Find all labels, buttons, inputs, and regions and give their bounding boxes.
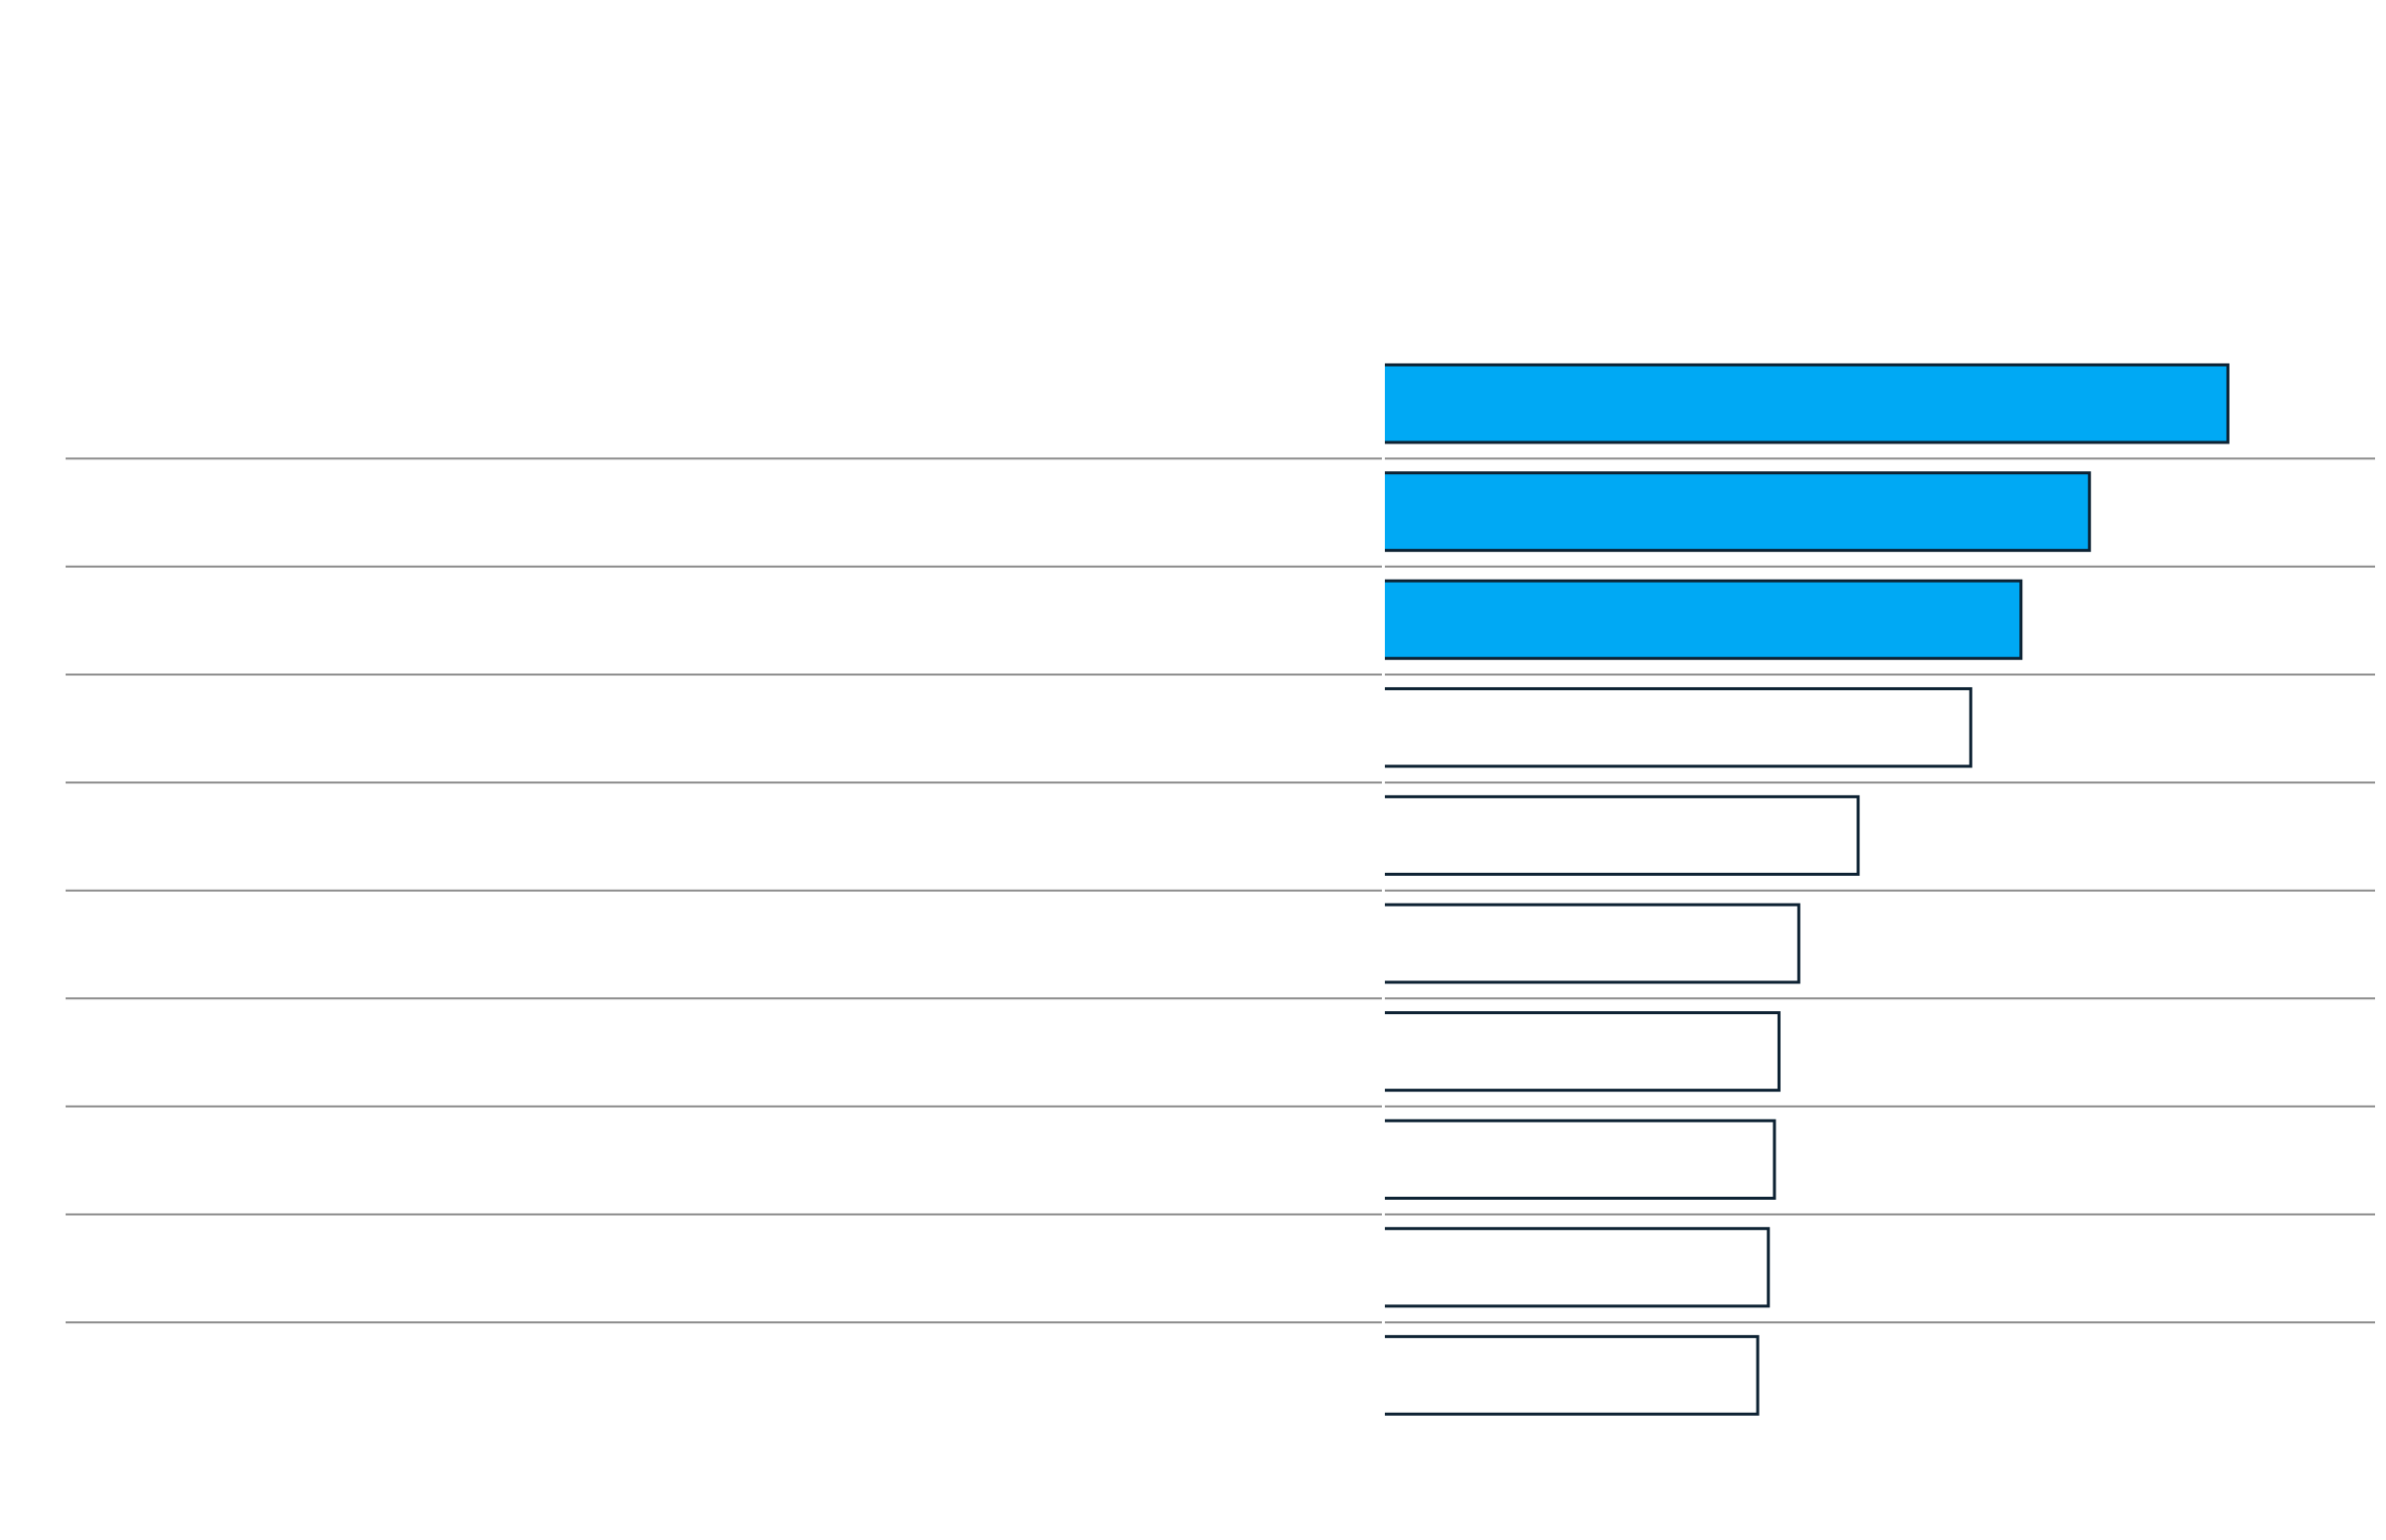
bar-10 <box>1385 1336 1759 1415</box>
bar-1 <box>1385 365 2228 442</box>
bar-outline-8 <box>1385 1118 1777 1200</box>
bar-outline-2 <box>1385 471 2092 553</box>
bar-outline-7 <box>1385 1011 1781 1093</box>
bar-8 <box>1385 1120 1775 1199</box>
bar-outline-9 <box>1385 1227 1771 1308</box>
bar-outline-6 <box>1385 903 1800 984</box>
bar-4 <box>1385 688 1971 767</box>
bar-6 <box>1385 905 1799 982</box>
bar-7 <box>1385 1012 1780 1091</box>
bar-outline-1 <box>1385 363 2230 444</box>
bar-outline-4 <box>1385 687 1972 769</box>
bar-9 <box>1385 1228 1769 1306</box>
bar-outline-5 <box>1385 794 1860 876</box>
bar-3 <box>1385 581 2021 659</box>
bar-outline-10 <box>1385 1334 1760 1416</box>
bar-outline-3 <box>1385 579 2023 660</box>
bar-5 <box>1385 796 1859 875</box>
bar-2 <box>1385 472 2090 551</box>
